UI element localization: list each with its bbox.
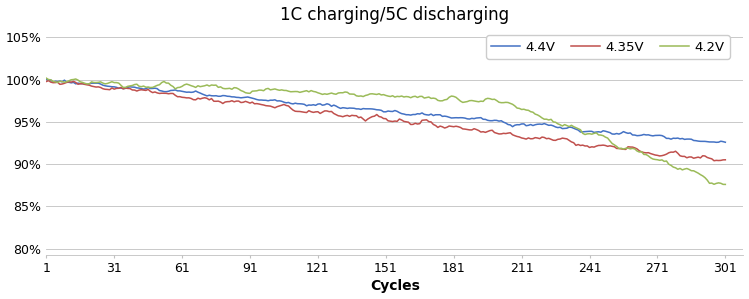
4.4V (671, 137, 680, 140)
X-axis label: Cycles: Cycles (370, 280, 419, 293)
4.4V (42, 78, 51, 81)
Legend: 4.4V, 4.35V, 4.2V: 4.4V, 4.35V, 4.2V (486, 35, 730, 59)
4.2V (671, 166, 680, 170)
4.35V (318, 110, 327, 114)
Line: 4.2V: 4.2V (46, 78, 725, 184)
Line: 4.4V: 4.4V (46, 80, 725, 142)
4.2V (721, 183, 730, 186)
4.2V (614, 147, 623, 150)
4.35V (508, 133, 517, 137)
4.4V (315, 102, 324, 106)
4.2V (42, 76, 51, 80)
4.35V (42, 80, 51, 83)
4.2V (506, 102, 515, 105)
4.35V (709, 159, 718, 163)
4.4V (506, 123, 515, 127)
4.35V (44, 79, 53, 83)
Title: 1C charging/5C discharging: 1C charging/5C discharging (280, 6, 509, 24)
Line: 4.35V: 4.35V (46, 81, 725, 161)
4.35V (578, 143, 587, 147)
4.2V (339, 91, 348, 94)
4.2V (315, 92, 324, 95)
4.4V (614, 132, 623, 136)
4.4V (712, 141, 721, 144)
4.4V (576, 130, 585, 134)
4.35V (341, 114, 350, 118)
4.4V (339, 106, 348, 109)
4.35V (616, 147, 625, 151)
4.35V (673, 151, 682, 155)
4.35V (721, 158, 730, 161)
4.4V (721, 141, 730, 144)
4.2V (576, 128, 585, 132)
